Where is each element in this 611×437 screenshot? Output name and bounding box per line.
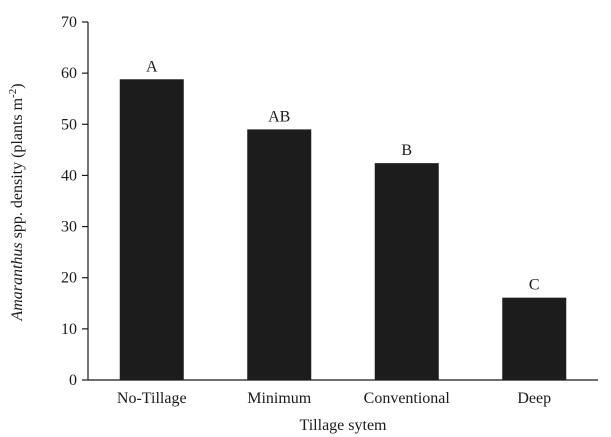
y-tick-label: 60 (61, 65, 77, 82)
y-axis-label-text: spp. density (plants m (9, 97, 26, 242)
bar-labels-group: A AB B C (146, 58, 540, 293)
y-tick-label: 10 (61, 321, 77, 338)
bar (120, 79, 184, 380)
x-category-label: No-Tillage (117, 390, 187, 407)
y-ticks-group: 0 10 20 30 40 50 60 70 (61, 14, 88, 389)
bar (375, 163, 439, 380)
y-axis-label: Amaranthus spp. density (plants m-2) (7, 83, 26, 321)
bars-group (120, 79, 567, 380)
x-category-label: Deep (517, 390, 551, 407)
bar-data-label: AB (268, 108, 290, 125)
y-tick-label: 30 (61, 219, 77, 236)
y-axis-label-genus: Amaranthus (9, 242, 26, 321)
y-tick-label: 0 (69, 372, 77, 389)
y-axis-label-close: ) (9, 83, 26, 88)
x-category-label: Conventional (364, 390, 451, 407)
x-ticks-group: No-Tillage Minimum Conventional Deep (117, 390, 551, 407)
bar-data-label: C (529, 277, 540, 294)
y-tick-label: 70 (61, 14, 77, 31)
bar (247, 129, 311, 380)
y-tick-label: 20 (61, 270, 77, 287)
x-category-label: Minimum (247, 390, 312, 407)
y-axis-label-superscript: -2 (7, 89, 19, 98)
x-axis-label: Tillage sytem (300, 417, 388, 434)
y-tick-label: 40 (61, 167, 77, 184)
bar-data-label: A (146, 58, 158, 75)
y-tick-label: 50 (61, 116, 77, 133)
bar-data-label: B (401, 142, 412, 159)
bar (502, 298, 566, 380)
